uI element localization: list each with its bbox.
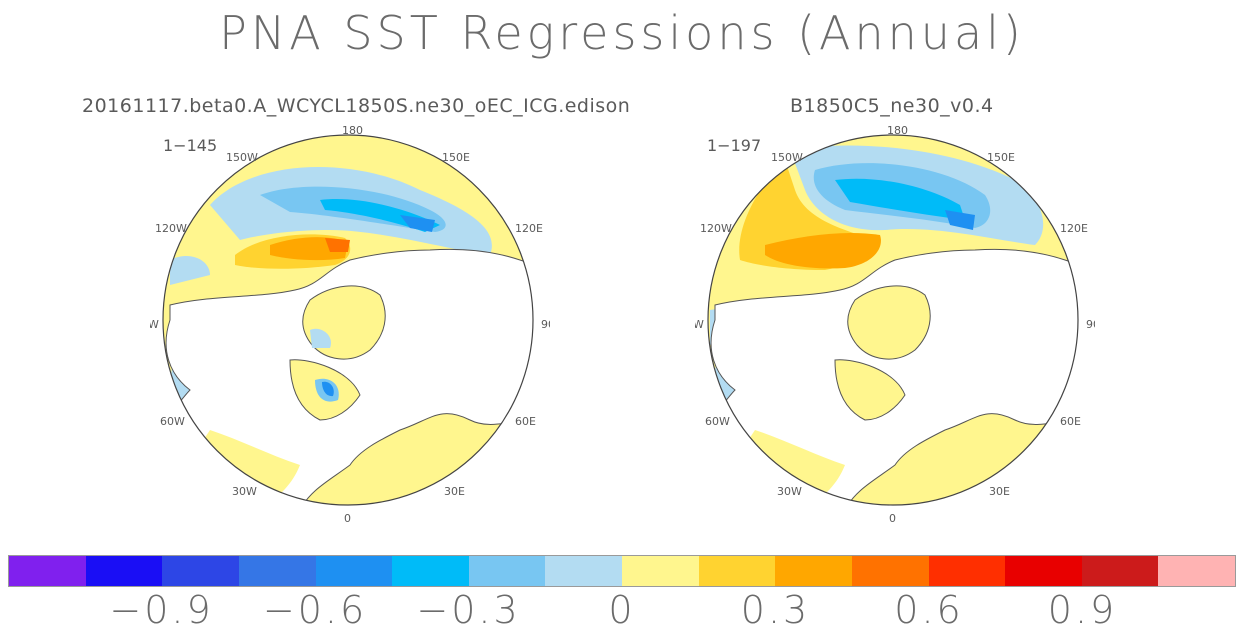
colorbar-swatch	[392, 556, 469, 586]
lon-label-150e: 150E	[442, 151, 470, 164]
lon-label-60w: 60W	[705, 415, 730, 428]
lon-label-30e: 30E	[444, 485, 465, 498]
pacific-negative-max	[400, 215, 435, 232]
lon-label-30e: 30E	[989, 485, 1010, 498]
pacific-positive-max	[325, 238, 350, 252]
lon-label-90e: 90E	[541, 318, 550, 331]
map-boundary	[162, 134, 534, 506]
lon-label-120w: 120W	[700, 222, 732, 235]
panel-title-left: 20161117.beta0.A_WCYCL1850S.ne30_oEC_ICG…	[82, 95, 631, 117]
lon-label-0: 0	[889, 512, 896, 525]
colorbar-swatch	[85, 556, 163, 586]
lon-label-150w: 150W	[771, 151, 803, 164]
colorbar	[8, 555, 1236, 587]
lon-label-90w: 90W	[150, 318, 159, 331]
years-label-right: 1−197	[707, 136, 762, 155]
colorbar-swatch	[1005, 556, 1082, 586]
colorbar-swatch	[468, 556, 546, 586]
colorbar-swatch	[162, 556, 239, 586]
arctic-ocean	[847, 285, 931, 360]
polar-map-left: 180 150E 120E 90E 60E 30E 0 30W 60W 90W …	[150, 124, 550, 525]
lon-label-120e: 120E	[515, 222, 543, 235]
figure-title: PNA SST Regressions (Annual)	[219, 6, 1025, 60]
colorbar-tick-label: 0.9	[1047, 588, 1118, 632]
colorbar-swatch	[545, 556, 622, 586]
colorbar-labels: −0.9 −0.6 −0.3 0 0.3 0.6 0.9	[0, 588, 1244, 633]
colorbar-swatch	[315, 556, 393, 586]
lon-label-0: 0	[344, 512, 351, 525]
lon-label-120e: 120E	[1060, 222, 1088, 235]
colorbar-swatch	[928, 556, 1006, 586]
polar-map-right: 180 150E 120E 90E 60E 30E 0 30W 60W 90W …	[695, 124, 1095, 525]
years-label-left: 1−145	[163, 136, 218, 155]
colorbar-swatch	[775, 556, 852, 586]
lon-label-180: 180	[887, 124, 908, 137]
colorbar-tick-label: −0.6	[262, 588, 368, 632]
lon-label-90w: 90W	[695, 318, 704, 331]
pacific-negative-strong	[835, 178, 965, 220]
arctic-negative-patch	[310, 328, 331, 348]
panel-title-right: B1850C5_ne30_v0.4	[790, 95, 994, 117]
colorbar-tick-label: −0.9	[109, 588, 214, 632]
pacific-positive-strong	[765, 233, 881, 269]
colorbar-swatch	[238, 556, 316, 586]
colorbar-swatch	[9, 556, 86, 586]
colorbar-tick-label: 0.6	[894, 588, 964, 632]
labrador-negative-strong	[322, 381, 334, 397]
colorbar-swatch	[851, 556, 929, 586]
pacific-negative-max	[945, 210, 975, 230]
lon-label-60e: 60E	[1060, 415, 1081, 428]
west-negative-weak	[170, 255, 210, 285]
lon-label-90e: 90E	[1086, 318, 1095, 331]
colorbar-swatch	[622, 556, 699, 586]
lon-label-30w: 30W	[232, 485, 257, 498]
lon-label-150e: 150E	[987, 151, 1015, 164]
lon-label-150w: 150W	[226, 151, 258, 164]
lon-label-30w: 30W	[777, 485, 802, 498]
colorbar-swatch	[1158, 556, 1235, 586]
colorbar-swatch	[698, 556, 776, 586]
lon-label-60w: 60W	[160, 415, 185, 428]
map-boundary	[707, 134, 1079, 506]
baffin-region	[834, 359, 906, 421]
colorbar-tick-label: 0.3	[740, 588, 811, 632]
lon-label-60e: 60E	[515, 415, 536, 428]
colorbar-tick-label: 0	[608, 588, 636, 632]
lon-label-120w: 120W	[155, 222, 187, 235]
lon-label-180: 180	[342, 124, 363, 137]
colorbar-tick-label: −0.3	[416, 588, 521, 632]
colorbar-swatch	[1081, 556, 1159, 586]
